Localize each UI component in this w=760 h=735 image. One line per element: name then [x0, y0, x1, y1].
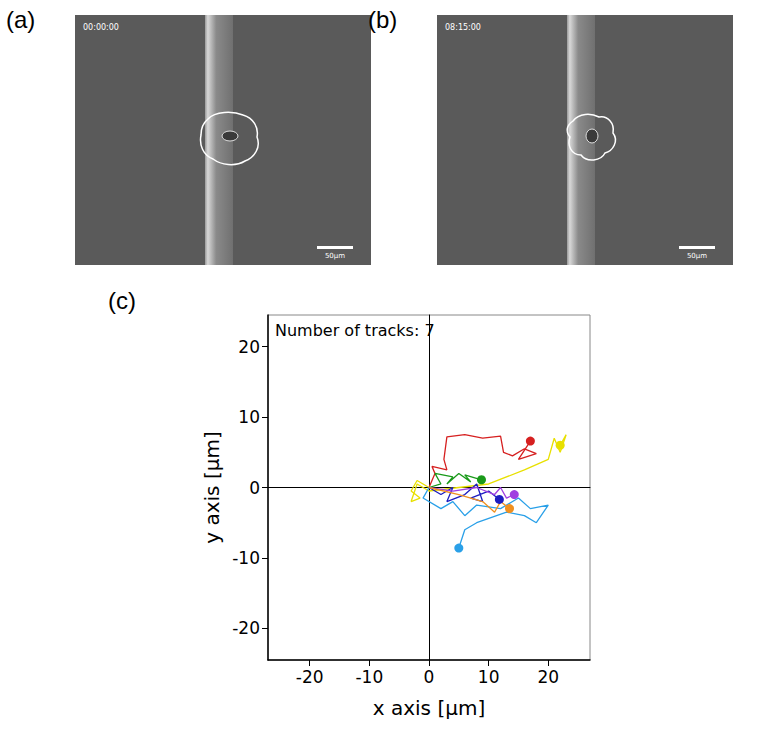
svg-text:10: 10 — [478, 667, 500, 687]
svg-text:y axis [µm]: y axis [µm] — [200, 431, 224, 543]
svg-text:20: 20 — [238, 337, 260, 357]
svg-text:20: 20 — [537, 667, 559, 687]
svg-text:-20: -20 — [296, 667, 324, 687]
html-text:08:15:00: 08:15:00 — [445, 23, 481, 32]
svg-text:-10: -10 — [232, 548, 260, 568]
html-text:50µm: 50µm — [686, 252, 708, 260]
svg-text:0: 0 — [424, 667, 435, 687]
html-text:(a): (a) — [6, 6, 36, 33]
html-text:50µm: 50µm — [324, 252, 346, 260]
svg-text:-10: -10 — [355, 667, 383, 687]
html-text:(b): (b) — [368, 6, 398, 33]
svg-text:(c): (c) — [108, 287, 136, 314]
svg-text:10: 10 — [238, 407, 260, 427]
svg-text:0: 0 — [249, 478, 260, 498]
svg-text:Number of tracks: 7: Number of tracks: 7 — [275, 321, 435, 340]
html-text:00:00:00: 00:00:00 — [83, 23, 119, 32]
svg-text:-20: -20 — [232, 618, 260, 638]
svg-text:x axis [µm]: x axis [µm] — [373, 696, 485, 720]
